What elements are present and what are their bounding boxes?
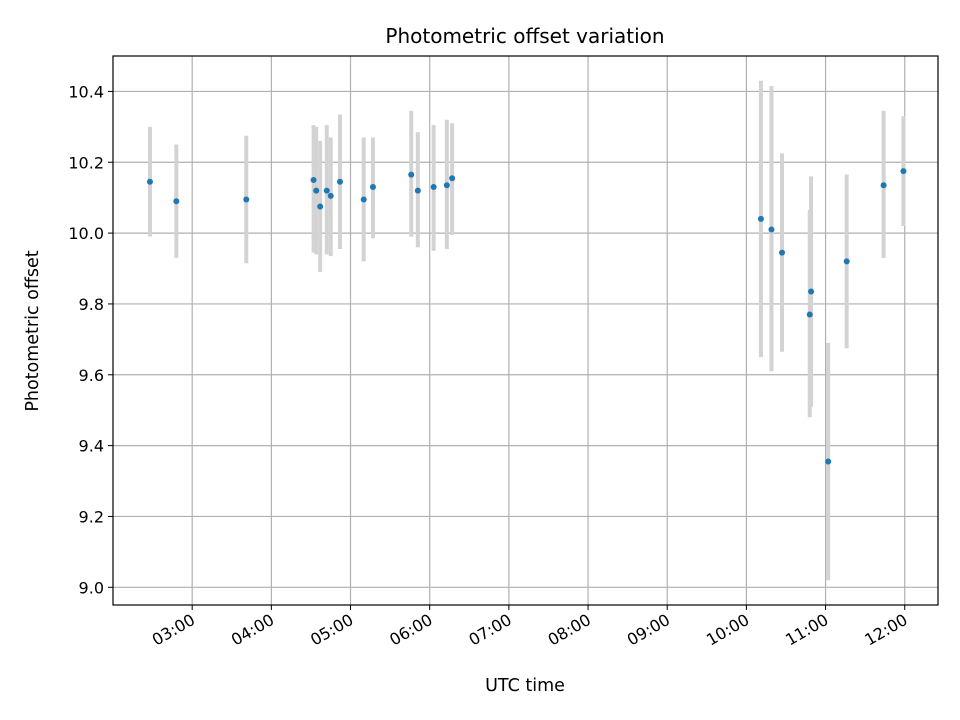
data-point (369, 184, 376, 191)
data-point (313, 187, 320, 194)
x-axis-title: UTC time (485, 676, 565, 696)
data-point (768, 226, 775, 233)
data-point (825, 458, 832, 465)
data-point (757, 215, 764, 222)
plot-area-frame (112, 55, 939, 606)
data-point (310, 176, 317, 183)
data-point (843, 258, 850, 265)
data-point (408, 171, 415, 178)
data-point (327, 192, 334, 199)
data-point (146, 178, 153, 185)
data-point (243, 196, 250, 203)
y-tick-label: 9.8 (79, 295, 104, 314)
y-tick-label: 9.2 (79, 507, 104, 526)
data-point (808, 288, 815, 295)
data-points (146, 168, 907, 465)
data-point (443, 182, 450, 189)
y-axis-title: Photometric offset (23, 250, 43, 411)
y-axis-ticks: 9.0 9.2 9.4 9.6 9.8 10.0 10.2 10.4 (68, 82, 113, 597)
data-point (430, 184, 437, 191)
data-point (779, 249, 786, 256)
chart-title: Photometric offset variation (385, 24, 664, 48)
data-point (414, 187, 421, 194)
y-tick-label: 9.0 (79, 578, 104, 597)
data-point (806, 311, 813, 318)
y-tick-label: 10.0 (68, 224, 104, 243)
grid-lines (113, 56, 938, 605)
data-point (317, 203, 324, 210)
data-point (360, 196, 367, 203)
data-point (323, 187, 330, 194)
data-point (449, 175, 456, 182)
y-tick-label: 9.6 (79, 366, 104, 385)
y-tick-label: 10.2 (68, 153, 104, 172)
data-point (173, 198, 180, 205)
data-point (900, 168, 907, 175)
data-point (880, 182, 887, 189)
data-point (336, 178, 343, 185)
y-tick-label: 9.4 (79, 437, 104, 456)
y-tick-label: 10.4 (68, 82, 104, 101)
